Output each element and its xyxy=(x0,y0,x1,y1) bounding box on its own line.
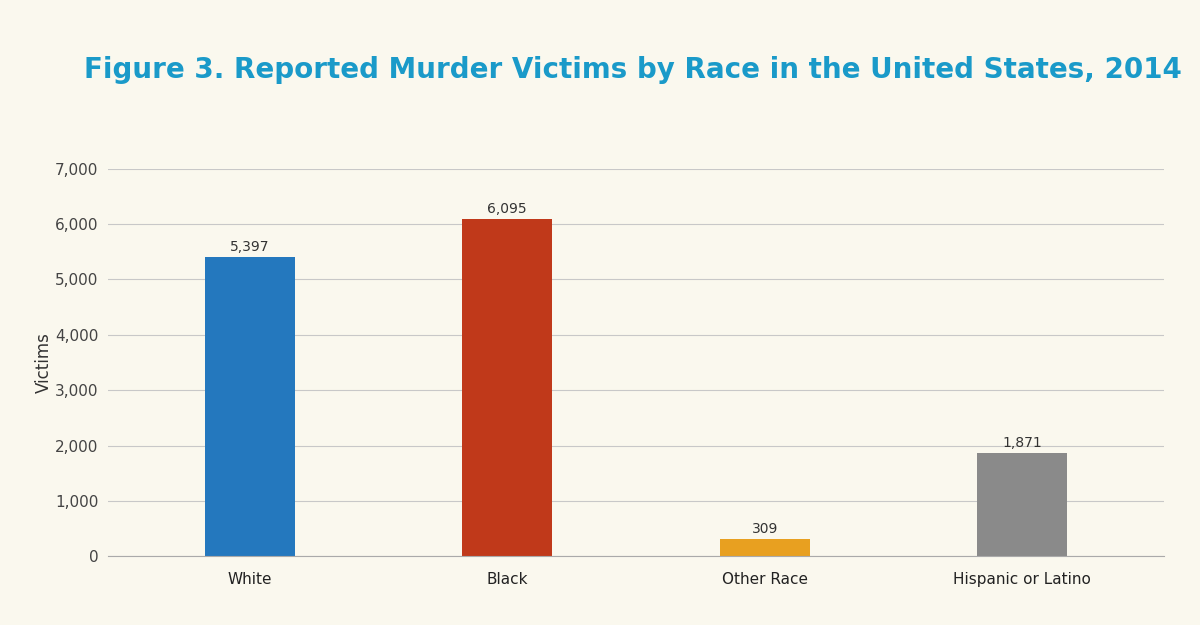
Text: Figure 3. Reported Murder Victims by Race in the United States, 2014: Figure 3. Reported Murder Victims by Rac… xyxy=(84,56,1182,84)
Bar xyxy=(720,539,810,556)
Bar xyxy=(204,258,295,556)
Bar xyxy=(462,219,552,556)
Text: 309: 309 xyxy=(751,522,778,536)
Text: 6,095: 6,095 xyxy=(487,202,527,216)
Bar xyxy=(977,452,1068,556)
Y-axis label: Victims: Victims xyxy=(35,332,53,393)
Text: 1,871: 1,871 xyxy=(1002,436,1043,449)
Text: 5,397: 5,397 xyxy=(230,241,270,254)
